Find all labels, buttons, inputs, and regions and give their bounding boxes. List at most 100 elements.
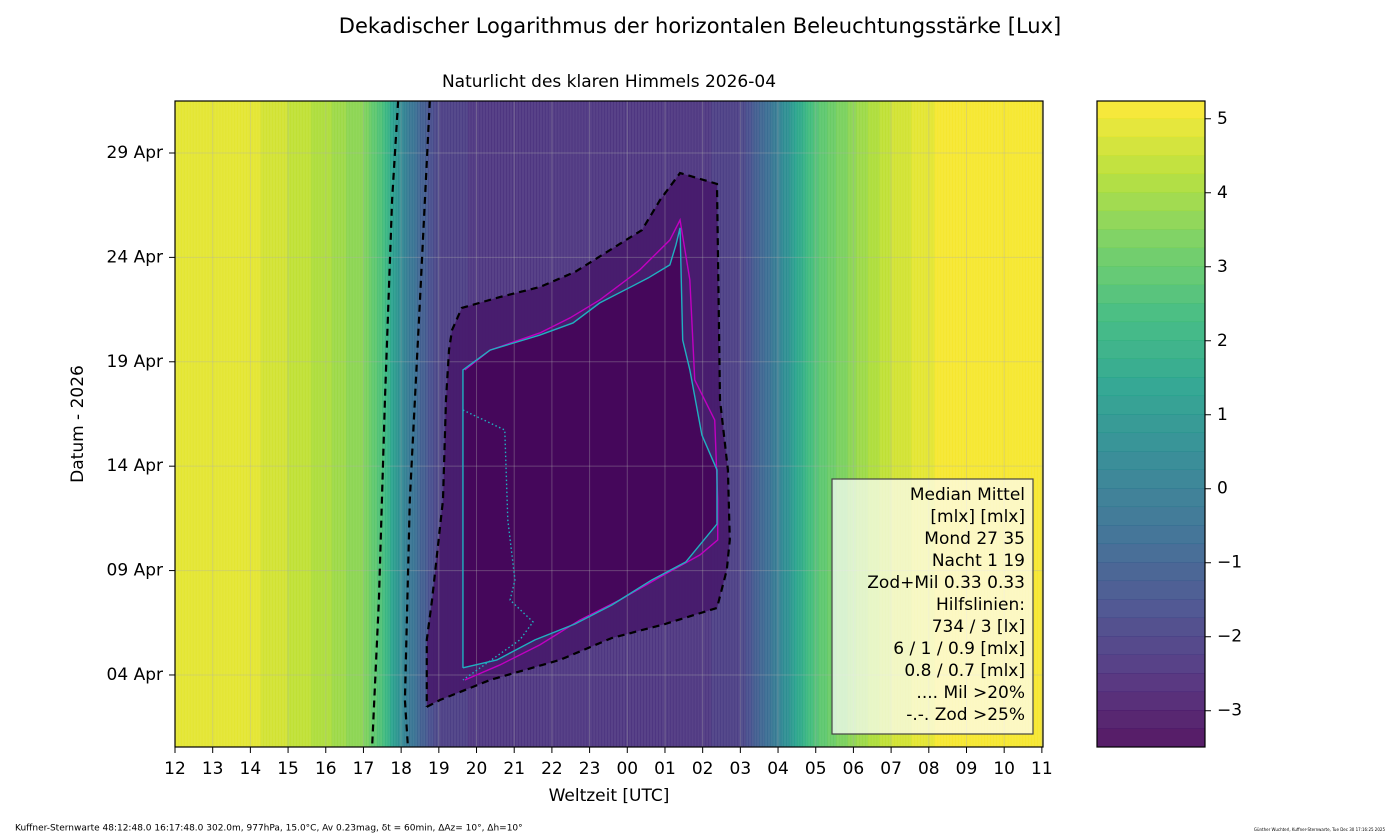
contour-band xyxy=(441,101,446,747)
colorbar-band xyxy=(1097,210,1205,230)
contour-band xyxy=(937,101,942,747)
contour-band xyxy=(794,101,798,747)
contour-band xyxy=(189,101,194,747)
colorbar-tick-label: −3 xyxy=(1217,701,1242,721)
contour-band xyxy=(984,101,988,747)
contour-band xyxy=(357,101,362,747)
contour-band xyxy=(796,101,801,747)
contour-band xyxy=(963,101,968,747)
contour-band xyxy=(783,101,787,747)
colorbar-band xyxy=(1097,414,1205,434)
contour-band xyxy=(920,101,924,747)
contour-band xyxy=(728,101,733,747)
contour-band xyxy=(422,101,426,747)
contour-band xyxy=(216,101,221,747)
contour-band xyxy=(952,101,956,747)
contour-band xyxy=(769,101,774,747)
contour-band xyxy=(219,101,224,747)
colorbar-band xyxy=(1097,580,1205,600)
contour-band xyxy=(838,101,843,747)
y-tick-label: 19 Apr xyxy=(107,352,163,372)
contour-band xyxy=(905,101,910,747)
contour-band xyxy=(764,101,768,747)
contour-band xyxy=(313,101,318,747)
colorbar-band xyxy=(1097,673,1205,693)
contour-band xyxy=(433,101,437,747)
x-tick-label: 20 xyxy=(466,759,488,779)
colorbar-tick-label: 2 xyxy=(1217,331,1228,351)
legend-text: 0.8 / 0.7 [mlx] xyxy=(904,661,1025,681)
y-tick-label: 24 Apr xyxy=(107,247,163,267)
contour-band xyxy=(813,101,817,747)
contour-line xyxy=(462,227,718,669)
contour-band xyxy=(759,101,763,747)
plot-frame xyxy=(174,100,1044,748)
contour-band xyxy=(393,101,397,747)
colorbar-band xyxy=(1097,377,1205,397)
colorbar-band xyxy=(1097,562,1205,582)
contour-band xyxy=(438,101,443,747)
contour-band xyxy=(287,101,291,747)
contour-band xyxy=(1004,101,1009,747)
colorbar-tick-label: 3 xyxy=(1217,257,1228,277)
legend-text: .... Mil >20% xyxy=(916,683,1025,703)
contour-band xyxy=(882,101,886,747)
contour-band xyxy=(876,101,881,747)
contour-band xyxy=(966,101,971,747)
contour-line xyxy=(371,101,400,747)
contour-band xyxy=(322,101,327,747)
contour-line xyxy=(403,101,431,747)
contour-band xyxy=(807,101,811,747)
contour-band xyxy=(175,101,179,747)
x-tick-label: 19 xyxy=(428,759,450,779)
x-tick-label: 23 xyxy=(579,759,601,779)
contour-band xyxy=(298,101,303,747)
contour-band xyxy=(331,101,336,747)
colorbar-band xyxy=(1097,488,1205,508)
contour-band xyxy=(371,101,375,747)
contour-band xyxy=(248,101,253,747)
contour-band xyxy=(914,101,918,747)
contour-band xyxy=(745,101,750,747)
contour-band xyxy=(266,101,270,747)
contour-band xyxy=(201,101,206,747)
contour-band xyxy=(786,101,790,747)
legend-text: 6 / 1 / 0.9 [mlx] xyxy=(893,639,1025,659)
colorbar-band xyxy=(1097,395,1205,415)
plot-area xyxy=(175,101,1043,747)
contour-band xyxy=(340,101,344,747)
contour-band xyxy=(1040,101,1043,747)
colorbar-band xyxy=(1097,691,1205,711)
colorbar-band xyxy=(1097,599,1205,619)
contour-band xyxy=(815,101,820,747)
contour-band xyxy=(417,101,421,747)
contour-band xyxy=(222,101,227,747)
contour-band xyxy=(791,101,795,747)
contour-band xyxy=(346,101,350,747)
contour-band xyxy=(354,101,359,747)
contour-band xyxy=(778,101,782,747)
contour-band xyxy=(830,101,834,747)
contour-band xyxy=(737,101,741,747)
contour-band xyxy=(969,101,974,747)
x-tick-label: 04 xyxy=(767,759,789,779)
contour-band xyxy=(301,101,306,747)
contour-band xyxy=(990,101,994,747)
x-tick-label: 10 xyxy=(993,759,1015,779)
colorbar-band xyxy=(1097,284,1205,304)
contour-band xyxy=(390,101,394,747)
contour-band xyxy=(409,101,413,747)
contour-band xyxy=(911,101,915,747)
contour-band xyxy=(186,101,191,747)
x-tick-label: 01 xyxy=(654,759,676,779)
contour-band xyxy=(207,101,212,747)
contour-band xyxy=(908,101,913,747)
contour-band xyxy=(740,101,744,747)
contour-band xyxy=(316,101,321,747)
colorbar-band xyxy=(1097,636,1205,656)
colorbar-band xyxy=(1097,136,1205,156)
contour-band xyxy=(756,101,760,747)
x-tick-label: 08 xyxy=(918,759,940,779)
chart-title: Dekadischer Logarithmus der horizontalen… xyxy=(339,14,1061,38)
colorbar-tick-label: 5 xyxy=(1217,109,1228,129)
